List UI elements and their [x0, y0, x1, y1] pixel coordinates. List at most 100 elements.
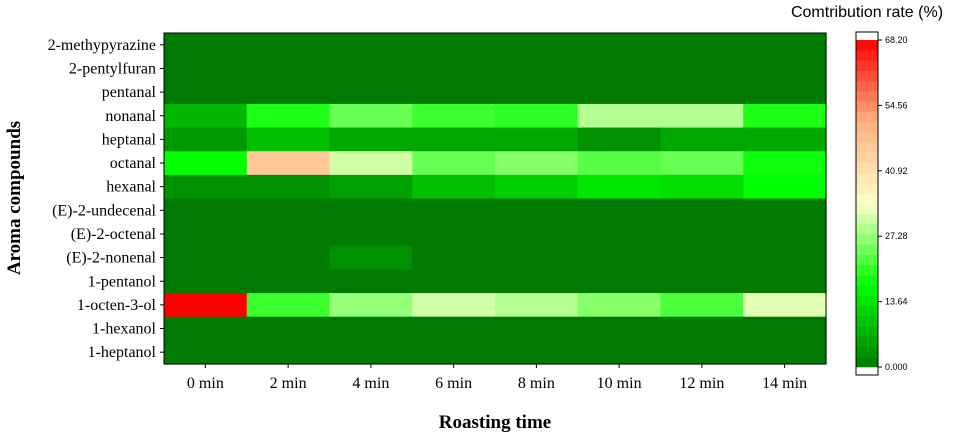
heatmap-cell	[164, 151, 248, 176]
colorbar-bin	[856, 295, 878, 306]
heatmap-cell	[164, 293, 248, 318]
x-tick-label: 8 min	[518, 375, 555, 392]
y-tick-label: 1-hexanol	[92, 321, 157, 338]
colorbar-tick-label: 13.64	[885, 297, 908, 307]
heatmap-cell	[412, 316, 496, 341]
colorbar-bin	[856, 172, 878, 184]
x-tick-label: 12 min	[679, 375, 724, 392]
heatmap-cell	[743, 340, 827, 365]
heatmap-cell	[329, 340, 413, 365]
y-tick-label: heptanal	[102, 131, 157, 148]
colorbar-bin	[856, 223, 878, 235]
heatmap-cell	[164, 80, 248, 105]
heatmap-cell	[412, 340, 496, 365]
heatmap-cell	[329, 222, 413, 247]
heatmap-cell	[577, 269, 662, 294]
colorbar-bin	[856, 40, 878, 51]
heatmap-cell	[743, 198, 827, 223]
heatmap-cell	[412, 269, 496, 294]
heatmap-cell	[164, 33, 248, 58]
x-tick-label: 2 min	[270, 375, 307, 392]
heatmap-cell	[246, 316, 331, 341]
heatmap-cell	[164, 222, 248, 247]
heatmap-cell	[743, 33, 827, 58]
colorbar-bin	[856, 152, 878, 163]
y-tick-label: (E)-2-undecenal	[52, 202, 156, 219]
heatmap-cell	[495, 269, 579, 294]
heatmap-cell	[412, 293, 496, 318]
y-axis-title: Aroma compounds	[4, 121, 25, 275]
x-tick-label: 6 min	[435, 375, 472, 392]
heatmap-cell	[329, 151, 413, 176]
heatmap-cell	[577, 56, 662, 81]
colorbar-bin	[856, 264, 878, 276]
heatmap-cell	[495, 222, 579, 247]
y-axis-ticks: 2-methypyrazine 2-pentylfuran pentanal nona…	[48, 37, 164, 361]
x-tick-label: 10 min	[597, 375, 642, 392]
heatmap-cell	[660, 222, 744, 247]
heatmap-cell	[495, 198, 579, 223]
y-tick-label: 1-heptanol	[88, 344, 157, 361]
heatmap-cell	[412, 56, 496, 81]
heatmap-cell	[660, 151, 744, 176]
y-tick-label: 1-octen-3-ol	[77, 297, 157, 314]
heatmap-cell	[329, 33, 413, 58]
x-tick-label: 0 min	[187, 375, 224, 392]
heatmap-cell	[246, 127, 331, 152]
heatmap-cell	[743, 316, 827, 341]
heatmap-cell	[743, 56, 827, 81]
heatmap-cell	[495, 245, 579, 271]
heatmap-cell	[412, 127, 496, 152]
heatmap-cell	[164, 174, 248, 200]
heatmap-cell	[660, 316, 744, 341]
heatmap-cell	[743, 222, 827, 247]
heatmap-cell	[743, 151, 827, 176]
colorbar-bin	[856, 91, 878, 102]
y-tick-label: hexanal	[106, 179, 156, 196]
heatmap-cell	[743, 80, 827, 105]
heatmap-cell	[577, 33, 662, 58]
heatmap-cell	[412, 151, 496, 176]
heatmap-cell	[743, 174, 827, 200]
heatmap-cell	[743, 127, 827, 152]
heatmap-cell	[577, 293, 662, 318]
y-tick-label: pentanal	[102, 84, 157, 101]
heatmap-cell	[660, 174, 744, 200]
heatmap-cell	[412, 245, 496, 271]
heatmap-cell	[577, 316, 662, 341]
heatmap-cell	[164, 316, 248, 341]
heatmap-cell	[246, 293, 331, 318]
heatmap-cell	[660, 80, 744, 105]
heatmap-cell	[164, 340, 248, 365]
heatmap-cell	[329, 127, 413, 152]
heatmap-cell	[329, 80, 413, 105]
plot-frame	[163, 32, 827, 365]
colorbar-bin	[856, 326, 878, 337]
heatmap-cell	[577, 174, 662, 200]
heatmap-cell	[743, 103, 827, 129]
colorbar-bin	[856, 356, 878, 368]
heatmap-cell	[577, 127, 662, 152]
heatmap-cell	[577, 198, 662, 223]
heatmap-cell	[412, 33, 496, 58]
colorbar-tick-label: 54.56	[885, 100, 908, 110]
colorbar-bin	[856, 70, 878, 82]
y-tick-label: 1-pentanol	[88, 273, 157, 290]
y-tick-label: 2-pentylfuran	[69, 60, 156, 77]
heatmap-cell	[660, 127, 744, 152]
heatmap-cell	[577, 222, 662, 247]
y-tick-label: (E)-2-octenal	[71, 226, 157, 243]
heatmap-cell	[246, 340, 331, 365]
heatmap-cell	[246, 222, 331, 247]
colorbar-bin	[856, 254, 878, 266]
heatmap-cell	[164, 127, 248, 152]
heatmap-cell	[577, 340, 662, 365]
colorbar-bin	[856, 244, 878, 255]
heatmap-cell	[329, 293, 413, 318]
colorbar-bin	[856, 101, 878, 112]
colorbar-tick-label: 0.000	[885, 362, 908, 372]
heatmap-cell	[495, 340, 579, 365]
heatmap-cell	[329, 316, 413, 341]
colorbar-bin	[856, 131, 878, 143]
